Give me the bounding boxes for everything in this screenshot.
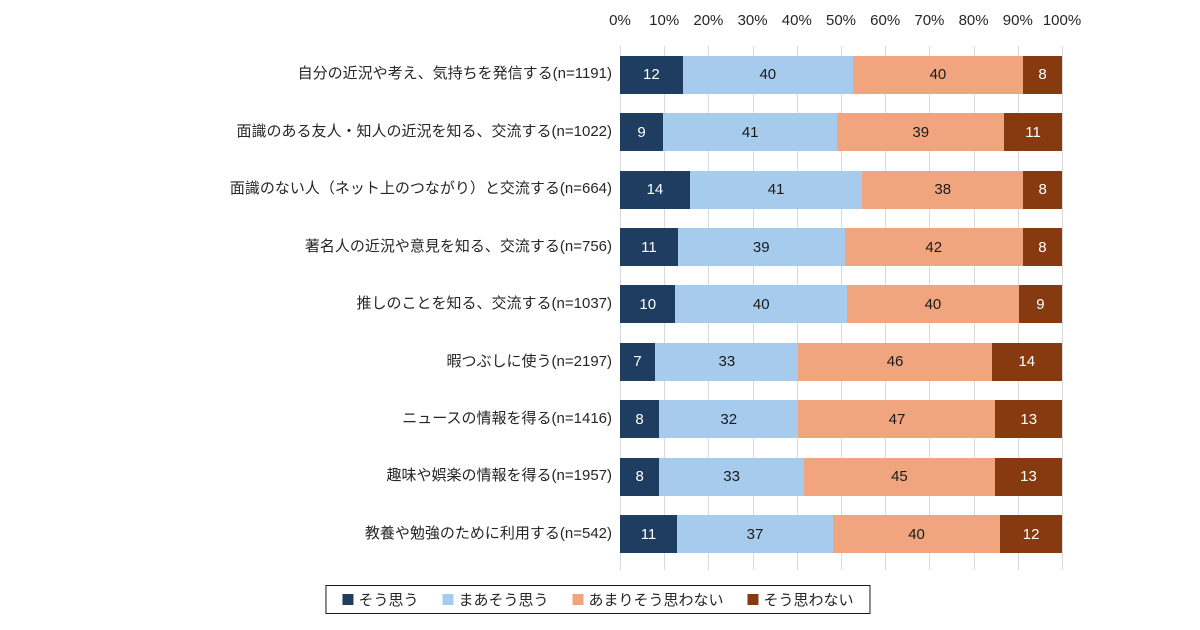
bar-segment: 39 <box>677 228 845 267</box>
bar-row: 推しのことを知る、交流する(n=1037) 10 40 40 9 <box>0 276 1062 333</box>
bar-segment: 8 <box>1022 228 1062 267</box>
stacked-bar: 10 40 40 9 <box>620 285 1062 324</box>
stacked-bar: 11 37 40 12 <box>620 515 1062 554</box>
legend-label: まあそう思う <box>458 592 549 609</box>
bar-row: 趣味や娯楽の情報を得る(n=1957) 8 33 45 13 <box>0 448 1062 505</box>
bar-segment: 40 <box>832 515 1001 554</box>
legend-label: そう思わない <box>763 592 854 609</box>
x-axis-tick-label: 90% <box>1002 12 1033 29</box>
bar-segment: 41 <box>689 170 863 209</box>
stacked-bar: 8 33 45 13 <box>620 457 1062 496</box>
stacked-bar: 8 32 47 13 <box>620 400 1063 439</box>
x-axis-tick-label: 20% <box>693 12 724 29</box>
category-label: 教養や勉強のために利用する(n=542) <box>364 524 612 542</box>
x-axis-tick-label: 60% <box>870 12 901 29</box>
x-axis-tick-label: 100% <box>1042 12 1082 29</box>
bar-segment: 41 <box>662 113 838 152</box>
bar-row: 教養や勉強のために利用する(n=542) 11 37 40 12 <box>0 506 1062 563</box>
bar-segment: 40 <box>852 55 1023 94</box>
gridline <box>1062 46 1063 570</box>
legend-item: まあそう思う <box>442 589 549 610</box>
bar-segment: 11 <box>620 515 677 554</box>
bar-segment: 10 <box>620 285 676 324</box>
bar-segment: 11 <box>620 228 678 267</box>
stacked-bar: 12 40 40 8 <box>620 55 1062 94</box>
bar-segment: 32 <box>659 400 799 439</box>
legend-item: そう思う <box>342 589 418 610</box>
legend-item: あまりそう思わない <box>572 589 724 610</box>
bar-segment: 47 <box>798 400 996 439</box>
category-label: 推しのことを知る、交流する(n=1037) <box>356 295 612 313</box>
category-label: ニュースの情報を得る(n=1416) <box>402 409 612 427</box>
bar-segment: 33 <box>655 342 799 381</box>
bar-rows-container: 自分の近況や考え、気持ちを発信する(n=1191) 12 40 40 8 面識のある友人・… <box>0 46 1063 563</box>
bar-segment: 8 <box>620 457 660 496</box>
bar-row: ニュースの情報を得る(n=1416) 8 32 47 13 <box>0 391 1063 448</box>
legend-label: そう思う <box>358 592 419 609</box>
bar-segment: 13 <box>994 457 1062 496</box>
x-axis-tick-label: 30% <box>737 12 768 29</box>
bar-row: 暇つぶしに使う(n=2197) 7 33 46 14 <box>0 333 1063 390</box>
legend-swatch-icon <box>572 594 584 605</box>
bar-segment: 40 <box>675 285 848 324</box>
bar-segment: 45 <box>803 457 995 496</box>
bar-segment: 38 <box>862 170 1024 209</box>
bar-segment: 12 <box>620 55 683 94</box>
bar-segment: 33 <box>659 457 804 496</box>
bar-segment: 46 <box>798 342 992 381</box>
bar-segment: 8 <box>620 400 660 439</box>
bar-segment: 9 <box>620 113 663 152</box>
stacked-bar: 11 39 42 8 <box>620 228 1062 267</box>
bar-segment: 14 <box>620 170 690 209</box>
bar-segment: 8 <box>1022 55 1062 94</box>
legend-box: そう思う まあそう思う あまりそう思わない そう思わない <box>325 585 871 614</box>
stacked-bar: 7 33 46 14 <box>620 342 1063 381</box>
bar-segment: 12 <box>1000 515 1062 554</box>
category-label: 面識のある友人・知人の近況を知る、交流する(n=1022) <box>236 122 612 140</box>
legend-swatch-icon <box>442 594 454 605</box>
bar-segment: 8 <box>1023 170 1063 209</box>
legend-swatch-icon <box>342 594 354 605</box>
x-axis-tick-label: 0% <box>609 12 631 29</box>
stacked-bar: 14 41 38 8 <box>620 170 1063 209</box>
bar-segment: 39 <box>837 113 1005 152</box>
category-label: 趣味や娯楽の情報を得る(n=1957) <box>386 467 612 485</box>
x-axis-tick-label: 50% <box>825 12 857 29</box>
bar-segment: 40 <box>847 285 1019 324</box>
bar-segment: 42 <box>844 228 1023 267</box>
bar-segment: 40 <box>682 55 853 94</box>
bar-row: 著名人の近況や意見を知る、交流する(n=756) 11 39 42 8 <box>0 218 1062 275</box>
bar-segment: 9 <box>1018 285 1062 324</box>
legend-swatch-icon <box>747 594 759 605</box>
bar-segment: 11 <box>1004 113 1062 152</box>
bar-segment: 7 <box>620 342 656 381</box>
x-axis-tick-label: 40% <box>781 12 812 29</box>
bar-row: 自分の近況や考え、気持ちを発信する(n=1191) 12 40 40 8 <box>0 46 1062 103</box>
bar-segment: 13 <box>995 400 1063 439</box>
bar-row: 面識のある友人・知人の近況を知る、交流する(n=1022) 9 41 39 11 <box>0 103 1062 160</box>
category-label: 面識のない人（ネット上のつながり）と交流する(n=664) <box>229 180 612 198</box>
x-axis-tick-label: 10% <box>649 12 680 29</box>
category-label: 自分の近況や考え、気持ちを発信する(n=1191) <box>297 65 612 83</box>
x-axis-tick-label: 80% <box>958 12 989 29</box>
bar-segment: 37 <box>676 515 833 554</box>
legend-item: そう思わない <box>747 589 854 610</box>
category-label: 暇つぶしに使う(n=2197) <box>446 352 612 370</box>
legend-label: あまりそう思わない <box>588 592 724 609</box>
category-label: 著名人の近況や意見を知る、交流する(n=756) <box>304 237 612 255</box>
bar-segment: 14 <box>991 342 1063 381</box>
bar-row: 面識のない人（ネット上のつながり）と交流する(n=664) 14 41 38 8 <box>0 161 1063 218</box>
stacked-bar: 9 41 39 11 <box>620 113 1062 152</box>
x-axis-tick-label: 70% <box>914 12 945 29</box>
